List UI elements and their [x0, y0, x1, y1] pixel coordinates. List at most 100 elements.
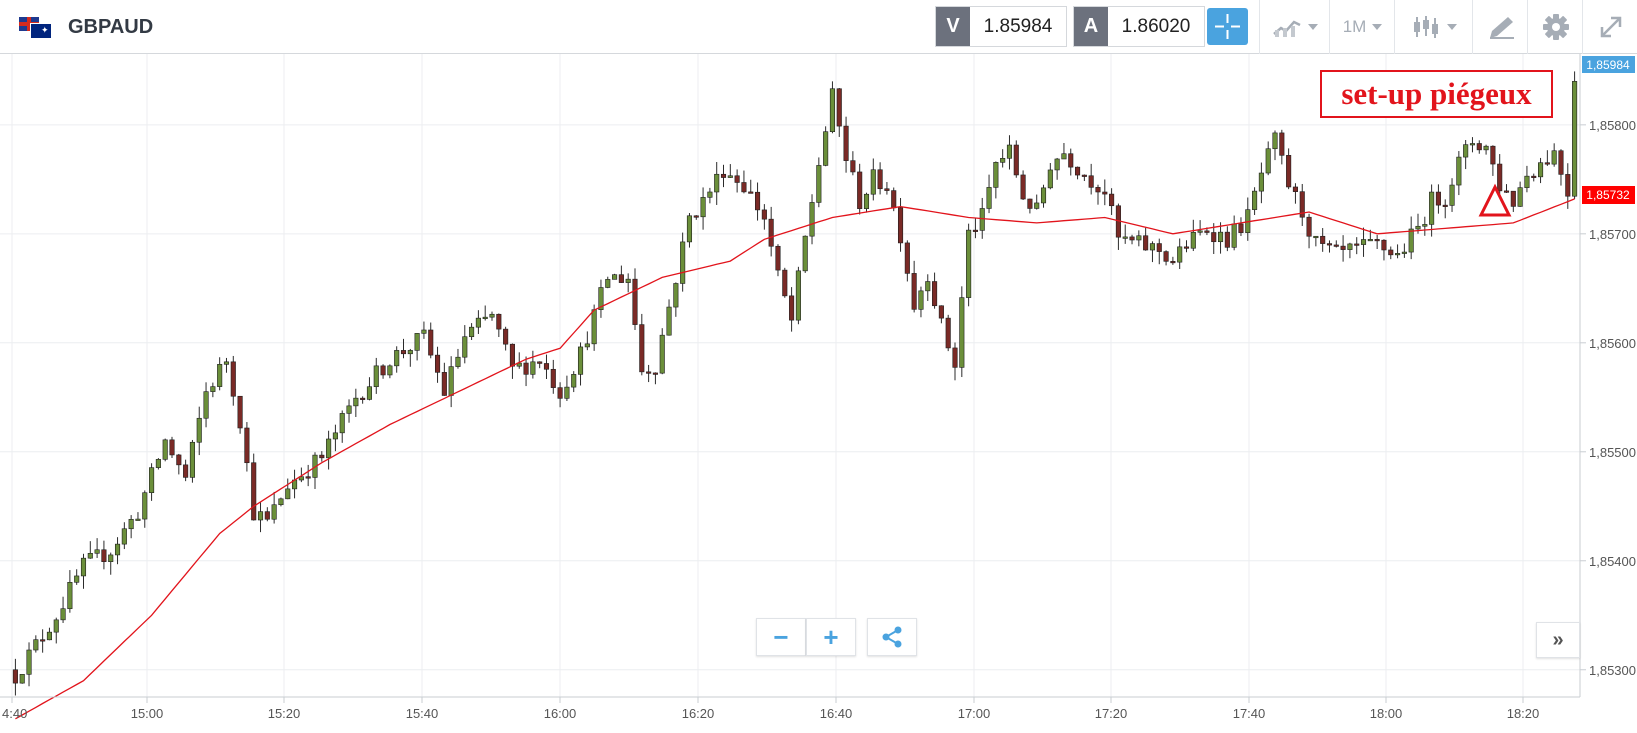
candle-bullish	[1367, 239, 1373, 242]
candle-bearish	[503, 328, 509, 345]
candle-bullish	[203, 391, 209, 419]
candle-bullish	[1360, 239, 1367, 245]
candle-bearish	[1170, 261, 1176, 264]
time-tick-label: 17:00	[958, 706, 991, 721]
candle-bearish	[836, 88, 842, 127]
candle-bearish	[1068, 153, 1074, 168]
fullscreen-button[interactable]	[1582, 0, 1637, 54]
candle-bearish	[244, 427, 250, 464]
price-chart[interactable]: 1,85800 1,85700 1,85600 1,85500 1,85400 1,853…	[0, 54, 1637, 733]
candle-bearish	[1286, 155, 1292, 188]
line-chart-icon	[1273, 20, 1301, 37]
time-tick-label: 15:20	[268, 706, 301, 721]
candle-bullish	[1429, 191, 1435, 225]
candle-bearish	[945, 317, 951, 349]
candle-bearish	[1156, 243, 1162, 252]
candle-bearish	[1503, 190, 1510, 193]
candle-bearish	[1279, 132, 1285, 156]
candle-bearish	[237, 395, 243, 429]
chart-type-button[interactable]	[1259, 0, 1330, 54]
settings-button[interactable]	[1527, 0, 1583, 54]
candle-bullish	[1190, 231, 1196, 249]
candle-bullish	[257, 511, 264, 521]
candle-bearish	[1476, 143, 1482, 151]
candle-bullish	[918, 290, 924, 310]
zoom-in-button[interactable]: +	[806, 618, 856, 656]
candle-bullish	[686, 215, 693, 243]
candle-bearish	[877, 169, 883, 190]
candle-bullish	[1061, 153, 1067, 160]
time-tick-label: 15:40	[406, 706, 439, 721]
candle-bearish	[843, 125, 849, 161]
time-tick-label: 16:40	[820, 706, 853, 721]
chevron-down-icon	[1447, 24, 1457, 30]
candle-bearish	[496, 313, 502, 330]
candle-bearish	[1435, 191, 1441, 206]
zoom-out-button[interactable]: −	[756, 618, 806, 656]
candle-bullish	[26, 649, 32, 675]
candle-bearish	[1238, 223, 1244, 233]
time-tick-label: 16:00	[544, 706, 577, 721]
timeframe-button[interactable]: 1M	[1329, 0, 1395, 54]
candle-style-button[interactable]	[1394, 0, 1473, 54]
candle-bullish	[993, 162, 999, 188]
candle-bearish	[1340, 245, 1346, 250]
candle-bullish	[1252, 190, 1258, 210]
candle-bearish	[1320, 235, 1326, 244]
candle-bullish	[87, 553, 93, 559]
candle-bullish	[666, 306, 672, 336]
instrument-selector[interactable]: GBPAUD	[18, 0, 153, 54]
candle-bearish	[761, 209, 767, 220]
candle-bearish	[1292, 186, 1298, 192]
candle-bearish	[441, 372, 447, 396]
candle-bullish	[1047, 169, 1053, 189]
chart-grid	[0, 54, 1580, 697]
candle-bullish	[1517, 187, 1523, 207]
candle-bullish	[155, 459, 161, 468]
candle-bullish	[823, 131, 829, 166]
candle-bearish	[782, 269, 788, 297]
candle-bullish	[1136, 235, 1142, 241]
candle-bullish	[925, 281, 931, 292]
price-axis: 1,85800 1,85700 1,85600 1,85500 1,85400 1,853…	[1580, 118, 1636, 678]
candle-bullish	[60, 608, 66, 621]
crosshair-button[interactable]	[1207, 8, 1248, 45]
candle-bearish	[1095, 187, 1101, 193]
candle-bearish	[169, 439, 175, 456]
minus-icon: −	[773, 621, 789, 652]
candle-bearish	[972, 229, 978, 232]
candle-bearish	[938, 305, 944, 319]
candle-bullish	[577, 346, 584, 375]
candle-bearish	[1306, 216, 1312, 237]
candle-bearish	[632, 278, 638, 325]
candle-bullish	[986, 187, 992, 209]
drawing-tool-icon	[1489, 17, 1514, 39]
candle-bullish	[387, 365, 393, 376]
candle-bearish	[1388, 249, 1394, 256]
candle-bullish	[809, 202, 815, 237]
candle-bearish	[1510, 190, 1516, 207]
share-button[interactable]	[867, 618, 917, 656]
candle-bearish	[1211, 232, 1217, 243]
candle-bearish	[1354, 243, 1360, 246]
scroll-to-latest-button[interactable]: »	[1536, 622, 1580, 658]
timeframe-label: 1M	[1342, 17, 1367, 36]
candle-bearish	[1075, 166, 1081, 176]
candle-bullish	[1551, 150, 1557, 165]
candle-bearish	[1490, 145, 1496, 165]
candle-bearish	[1381, 239, 1387, 251]
candle-bullish	[339, 413, 345, 434]
drawing-tools-button[interactable]	[1472, 0, 1528, 54]
candle-bearish	[748, 191, 754, 194]
candle-bullish	[149, 467, 155, 494]
candle-bullish	[108, 554, 114, 562]
candle-bullish	[673, 283, 679, 308]
crosshair-icon	[1215, 14, 1240, 39]
sell-price-box[interactable]: V 1.85984	[935, 6, 1067, 47]
candle-bullish	[482, 316, 488, 319]
candle-bullish	[680, 241, 686, 284]
candle-bearish	[264, 511, 270, 520]
buy-price-box[interactable]: A 1.86020	[1073, 6, 1205, 47]
candle-bearish	[176, 454, 182, 466]
candle-bullish	[271, 504, 277, 520]
